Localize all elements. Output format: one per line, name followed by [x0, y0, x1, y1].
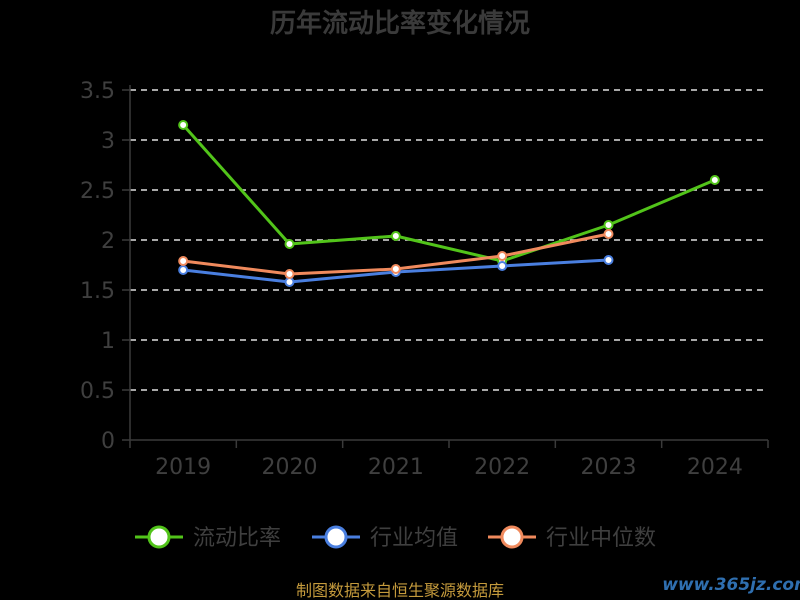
legend-label: 流动比率	[193, 526, 281, 551]
data-point	[178, 265, 189, 275]
legend-label: 行业均值	[370, 526, 458, 551]
legend-marker	[500, 525, 524, 549]
legend-marker	[324, 525, 348, 549]
x-tick-label: 2022	[474, 455, 530, 480]
data-point	[603, 220, 614, 230]
y-tick-label: 1	[101, 329, 115, 354]
axis-layer: 0 0.5 1 1.5 2 2.5 3 3.5 2019 2020 2021 2022 2023 2024	[80, 79, 769, 480]
legend-label: 行业中位数	[546, 526, 656, 551]
y-tick-label: 0.5	[80, 379, 115, 404]
grid-layer	[130, 89, 768, 391]
legend-item: 行业均值	[312, 525, 458, 551]
data-point	[178, 120, 189, 130]
legend-item: 行业中位数	[488, 525, 656, 551]
x-tick-label: 2021	[368, 455, 424, 480]
legend-marker	[147, 525, 171, 549]
data-point	[284, 269, 295, 279]
data-point	[284, 239, 295, 249]
series-2	[178, 229, 614, 279]
x-tick-label: 2019	[155, 455, 211, 480]
y-tick-label: 2	[101, 229, 115, 254]
y-tick-label: 3.5	[80, 79, 115, 104]
y-tick-label: 2.5	[80, 179, 115, 204]
data-point	[390, 264, 401, 274]
x-tick-label: 2020	[262, 455, 318, 480]
x-tick-label: 2023	[581, 455, 637, 480]
series-0	[178, 120, 720, 266]
legend-item: 流动比率	[135, 525, 281, 551]
chart-title: 历年流动比率变化情况	[270, 8, 530, 39]
data-source-note: 制图数据来自恒生聚源数据库	[296, 581, 504, 600]
y-tick-label: 0	[101, 429, 115, 454]
watermark: www.365jz.com	[662, 575, 800, 595]
series-layer	[178, 120, 720, 287]
legend: 流动比率 行业均值 行业中位数	[135, 525, 656, 551]
y-tick-label: 1.5	[80, 279, 115, 304]
data-point	[284, 277, 295, 287]
series-line	[182, 124, 716, 263]
data-point	[603, 255, 614, 265]
data-point	[390, 231, 401, 241]
y-tick-label: 3	[101, 129, 115, 154]
x-tick-label: 2024	[687, 455, 743, 480]
data-point	[178, 256, 189, 266]
data-point	[497, 251, 508, 261]
data-point	[709, 175, 720, 185]
data-point	[603, 229, 614, 239]
data-point	[497, 261, 508, 271]
